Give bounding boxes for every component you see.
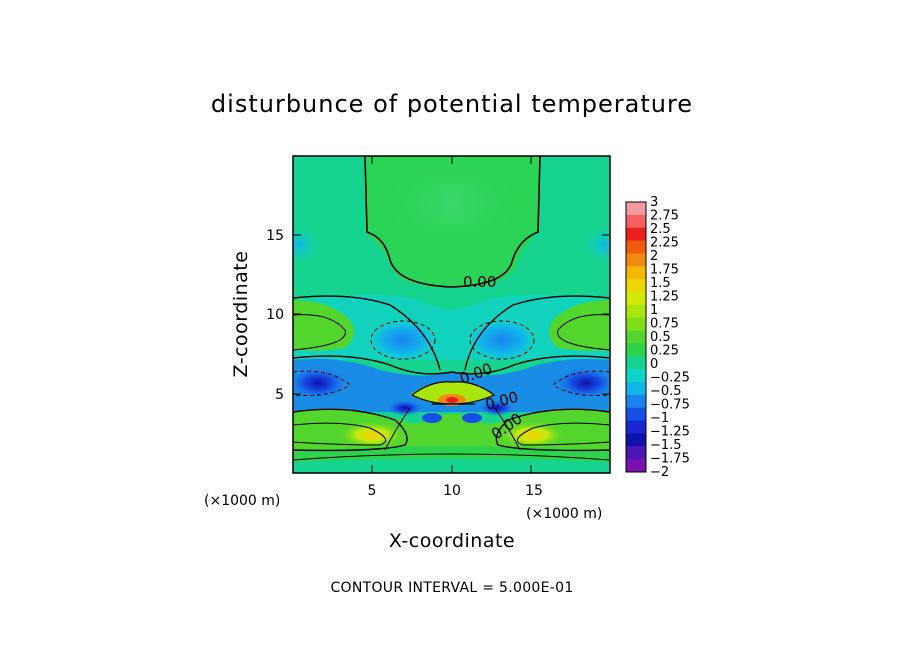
contour-zero-upper xyxy=(364,156,541,288)
x-tick-label: 5 xyxy=(368,483,377,499)
y-tick-label: 15 xyxy=(266,228,284,244)
colorbar-swatch xyxy=(626,369,646,383)
contour-interval-note: CONTOUR INTERVAL = 5.000E-01 xyxy=(330,580,573,596)
colorbar-frame xyxy=(625,201,647,473)
colorbar: 32.752.52.2521.751.51.2510.750.50.250−0.… xyxy=(625,195,690,480)
y-tick-label: 5 xyxy=(275,387,284,403)
colorbar-swatch xyxy=(626,317,646,331)
x-axis-label: X-coordinate xyxy=(389,530,515,552)
contour-pos-bottom xyxy=(293,422,610,446)
contour-label: 0.00 xyxy=(463,273,496,291)
x-unit-label: (×1000 m) xyxy=(526,506,602,522)
contour-wing-left xyxy=(293,314,346,351)
chart-title: disturbunce of potential temperature xyxy=(211,90,693,118)
colorbar-label: 1.25 xyxy=(650,290,679,305)
colorbar-label: −0.25 xyxy=(650,371,690,386)
colorbar-swatch xyxy=(626,202,646,216)
colorbar-label: 2.25 xyxy=(650,236,679,251)
contour-zero-mid xyxy=(293,295,610,371)
colorbar-swatch xyxy=(626,446,646,460)
colorbar-swatch xyxy=(626,356,646,370)
colorbar-swatch xyxy=(626,240,646,254)
colorbar-label: 0.25 xyxy=(650,344,679,359)
x-tick-label: 15 xyxy=(525,483,543,499)
y-tick-label: 10 xyxy=(266,307,284,323)
colorbar-swatch xyxy=(626,382,646,396)
colorbar-label: 0.5 xyxy=(650,330,671,345)
colorbar-label: −1.75 xyxy=(650,452,690,467)
contour-base xyxy=(293,453,610,461)
contour-center xyxy=(410,381,496,405)
contour-zero-low xyxy=(293,355,610,375)
x-tick-label: 10 xyxy=(443,483,461,499)
colorbar-label: 0.75 xyxy=(650,317,679,332)
colorbar-label: −0.5 xyxy=(650,384,682,399)
colorbar-swatch xyxy=(626,420,646,434)
colorbar-swatch xyxy=(626,433,646,447)
contour-neg-lobe-right xyxy=(469,320,535,360)
colorbar-swatch xyxy=(626,304,646,319)
contour-neg-low xyxy=(293,370,610,396)
y-axis-label: Z-coordinate xyxy=(230,251,252,378)
axis-ticks xyxy=(293,156,610,473)
colorbar-label: 0 xyxy=(650,357,658,372)
contour-zero-bottom xyxy=(293,408,610,452)
colorbar-label: 3 xyxy=(650,195,658,210)
colorbar-swatch xyxy=(626,407,646,421)
contour-diag xyxy=(384,407,521,451)
contour-lines xyxy=(293,156,610,461)
colorbar-label: 1.5 xyxy=(650,276,671,291)
contour-neg-lobe-left xyxy=(370,320,436,360)
colorbar-swatch xyxy=(626,279,646,293)
colorbar-label: −0.75 xyxy=(650,398,690,413)
colorbar-label: −2 xyxy=(650,465,669,480)
colorbar-swatch xyxy=(626,394,646,409)
colorbar-swatch xyxy=(626,459,646,473)
colorbar-label: −1.25 xyxy=(650,425,690,440)
colorbar-label: 2.75 xyxy=(650,209,679,224)
colorbar-swatch xyxy=(626,292,646,306)
colorbar-label: 2.5 xyxy=(650,222,671,237)
colorbar-label: −1.5 xyxy=(650,438,682,453)
colorbar-label: 1 xyxy=(650,303,658,318)
colorbar-label: 1.75 xyxy=(650,263,679,278)
colorbar-swatch xyxy=(626,227,646,241)
contour-wing-right xyxy=(557,314,610,351)
colorbar-label: 2 xyxy=(650,249,658,264)
z-unit-label: (×1000 m) xyxy=(204,493,280,509)
colorbar-swatch xyxy=(626,266,646,280)
colorbar-swatch xyxy=(626,330,646,344)
colorbar-swatch xyxy=(626,214,646,229)
colorbar-label: −1 xyxy=(650,411,669,426)
colorbar-swatch xyxy=(626,343,646,357)
heatmap-field xyxy=(293,156,610,473)
colorbar-swatch xyxy=(626,253,646,267)
